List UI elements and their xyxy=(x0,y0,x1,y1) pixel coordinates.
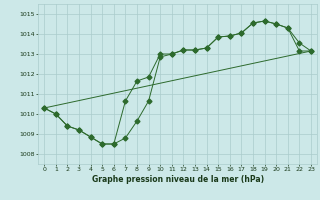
X-axis label: Graphe pression niveau de la mer (hPa): Graphe pression niveau de la mer (hPa) xyxy=(92,175,264,184)
